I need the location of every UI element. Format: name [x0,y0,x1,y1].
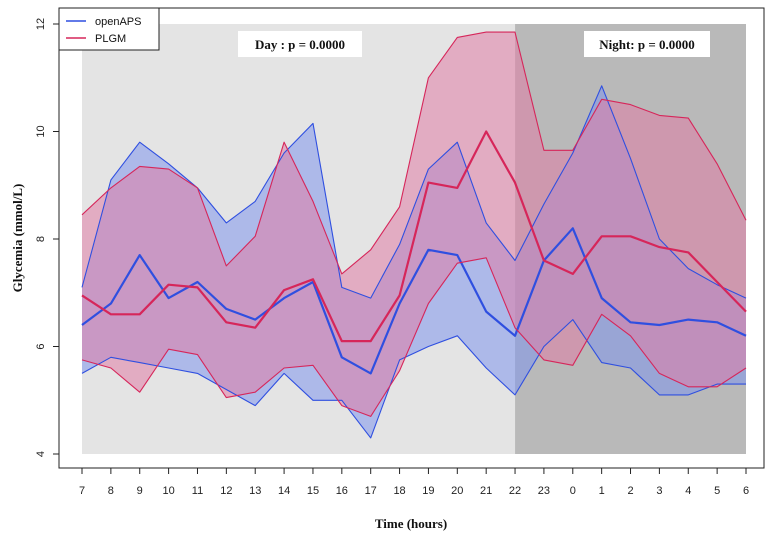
x-tick-label: 17 [365,485,377,497]
y-tick-label: 4 [35,451,47,457]
legend-label-openaps: openAPS [95,16,141,28]
plgm-lower-line [81,257,747,417]
y-ticks: 4 6 8 10 12 [35,18,59,457]
x-tick-label: 15 [307,485,319,497]
x-tick-label: 10 [162,485,174,497]
x-tick-label: 0 [570,485,576,497]
x-tick-label: 2 [627,485,633,497]
openaps-median-line [81,227,747,375]
x-tick-label: 1 [599,485,605,497]
y-tick-label: 10 [35,125,47,137]
x-tick-label: 6 [743,485,749,497]
axes-layer [58,7,765,469]
plot-frame [58,7,765,469]
region-labels: Day : p = 0.0000 Night: p = 0.0000 [238,31,710,57]
x-tick-label: 18 [393,485,405,497]
legend-box [58,7,160,51]
x-tick-label: 4 [685,485,691,497]
plgm-upper-line [81,31,747,275]
x-tick-label: 16 [336,485,348,497]
openaps-upper-line [81,85,747,299]
x-tick-label: 14 [278,485,290,497]
legend: openAPS PLGM [58,7,160,51]
x-tick-label: 21 [480,485,492,497]
night-p-value-label: Night: p = 0.0000 [599,37,695,52]
y-axis-label: Glycemia (mmol/L) [10,184,25,293]
x-tick-label: 7 [79,485,85,497]
legend-label-plgm: PLGM [95,33,126,45]
x-tick-label: 3 [656,485,662,497]
openaps-lower-line [81,319,746,439]
x-tick-label: 11 [192,485,203,497]
x-tick-label: 8 [108,485,114,497]
x-ticks: 7 8 9 10 11 12 13 14 15 16 17 18 19 20 21 22 23 0 1 2 3 4 5 6 [79,468,749,497]
x-axis-label: Time (hours) [375,516,447,531]
plgm-band [82,32,746,417]
night-label-box [584,31,710,57]
day-label-box [238,31,362,57]
y-tick-label: 6 [35,343,47,349]
plgm-median-line [81,130,747,343]
y-tick-label: 8 [35,236,47,242]
x-tick-label: 5 [714,485,720,497]
x-tick-label: 20 [451,485,463,497]
series-layer [81,31,747,439]
x-tick-label: 12 [220,485,232,497]
day-p-value-label: Day : p = 0.0000 [255,37,345,52]
x-tick-label: 9 [137,485,143,497]
y-tick-label: 12 [35,18,47,30]
x-tick-label: 22 [509,485,521,497]
x-tick-label: 13 [249,485,261,497]
x-tick-label: 19 [422,485,434,497]
x-tick-label: 23 [538,485,550,497]
